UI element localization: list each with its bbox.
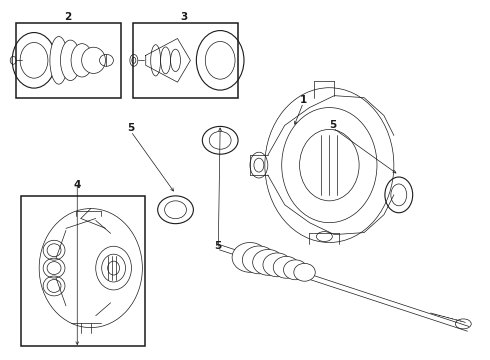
Text: 2: 2 [64, 13, 71, 22]
Text: 4: 4 [74, 180, 81, 190]
Ellipse shape [273, 256, 299, 278]
Ellipse shape [253, 249, 284, 275]
Ellipse shape [243, 246, 276, 274]
Text: 1: 1 [300, 95, 307, 105]
Ellipse shape [232, 243, 268, 272]
Text: 5: 5 [329, 120, 336, 130]
Ellipse shape [71, 44, 93, 77]
Text: 5: 5 [127, 123, 134, 133]
Ellipse shape [50, 36, 68, 84]
Bar [133, 23, 238, 98]
Bar [22, 196, 146, 346]
Ellipse shape [294, 264, 315, 281]
Ellipse shape [82, 47, 105, 73]
Bar [17, 23, 121, 98]
Ellipse shape [60, 40, 80, 81]
Text: 5: 5 [215, 241, 222, 251]
Ellipse shape [263, 253, 292, 277]
Text: 3: 3 [181, 13, 188, 22]
Ellipse shape [284, 260, 307, 280]
